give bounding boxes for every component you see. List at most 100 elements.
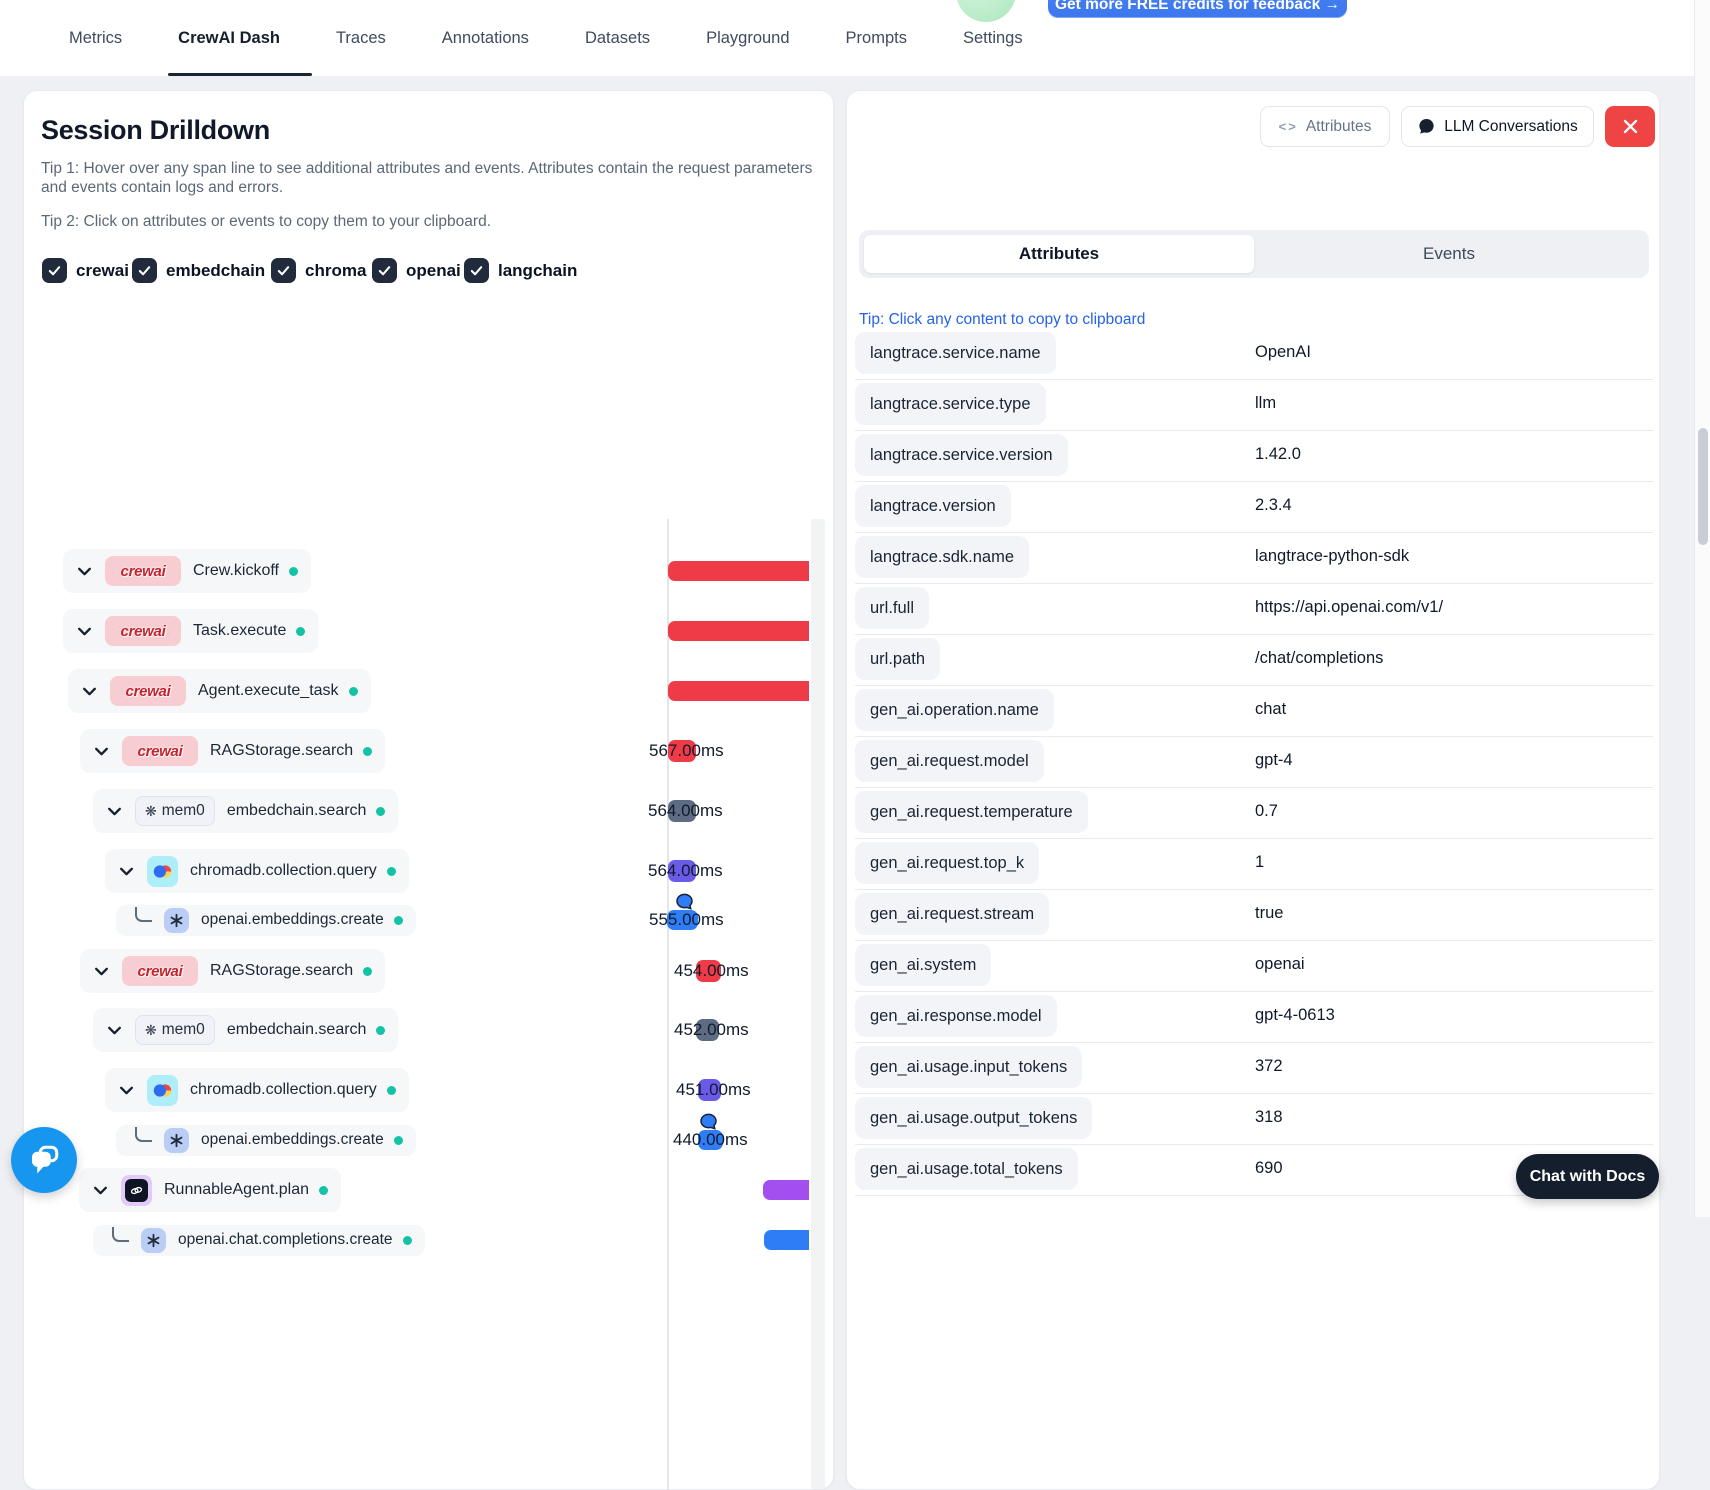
- span-duration-bar[interactable]: [668, 681, 809, 701]
- span-duration-bar[interactable]: [668, 800, 696, 822]
- attribute-value-gen_ai.system[interactable]: openai: [1255, 955, 1305, 973]
- chevron-down-icon[interactable]: [81, 683, 98, 700]
- span-duration-bar[interactable]: [764, 1230, 809, 1250]
- filter-checkbox-langchain[interactable]: langchain: [464, 258, 577, 283]
- attribute-key-gen_ai.operation.name[interactable]: gen_ai.operation.name: [855, 689, 1054, 731]
- detail-toolbar: <> Attributes LLM Conversations: [847, 106, 1659, 147]
- attribute-key-gen_ai.usage.output_tokens[interactable]: gen_ai.usage.output_tokens: [855, 1097, 1093, 1139]
- nav-tab-settings[interactable]: Settings: [962, 28, 1023, 47]
- attribute-value-gen_ai.request.model[interactable]: gpt-4: [1255, 751, 1293, 769]
- chevron-down-icon[interactable]: [118, 863, 135, 880]
- chat-with-docs-button[interactable]: Chat with Docs: [1516, 1154, 1659, 1199]
- llm-bubble-icon: [674, 892, 695, 912]
- chevron-down-icon[interactable]: [106, 1022, 123, 1039]
- attribute-key-url.full[interactable]: url.full: [855, 587, 930, 629]
- tree-scrollbar-track[interactable]: [811, 519, 825, 1489]
- close-button[interactable]: [1605, 106, 1655, 147]
- tab-events[interactable]: Events: [1423, 244, 1475, 263]
- span-row-ragstorage-search[interactable]: crewai RAGStorage.search: [80, 949, 386, 993]
- attribute-value-gen_ai.operation.name[interactable]: chat: [1255, 700, 1287, 718]
- span-duration-bar[interactable]: [696, 960, 721, 982]
- attribute-key-gen_ai.usage.total_tokens[interactable]: gen_ai.usage.total_tokens: [855, 1148, 1078, 1190]
- attribute-key-langtrace.service.name[interactable]: langtrace.service.name: [855, 332, 1056, 374]
- span-duration-bar[interactable]: [668, 621, 809, 641]
- span-duration-bar[interactable]: [698, 1130, 723, 1150]
- chevron-down-icon[interactable]: [118, 1082, 135, 1099]
- nav-tab-traces[interactable]: Traces: [335, 28, 386, 47]
- attributes-button[interactable]: <> Attributes: [1260, 106, 1390, 147]
- attribute-value-langtrace.service.name[interactable]: OpenAI: [1255, 343, 1311, 361]
- nav-tab-crewai-dash[interactable]: CrewAI Dash: [178, 28, 280, 47]
- span-duration-bar[interactable]: [668, 740, 696, 762]
- avatar[interactable]: [956, 0, 1016, 22]
- chevron-down-icon[interactable]: [76, 623, 93, 640]
- tab-attributes[interactable]: Attributes: [864, 235, 1254, 273]
- attribute-value-gen_ai.response.model[interactable]: gpt-4-0613: [1255, 1006, 1335, 1024]
- span-row-agent-execute-task[interactable]: crewai Agent.execute_task: [68, 669, 371, 713]
- span-row-task-execute[interactable]: crewai Task.execute: [63, 609, 319, 653]
- llm-conversations-button[interactable]: LLM Conversations: [1401, 106, 1594, 147]
- copy-tip-link[interactable]: Tip: Click any content to copy to clipbo…: [859, 311, 1146, 328]
- span-duration-bar[interactable]: [668, 860, 696, 882]
- attribute-key-gen_ai.request.temperature[interactable]: gen_ai.request.temperature: [855, 791, 1088, 833]
- attribute-value-url.full[interactable]: https://api.openai.com/v1/: [1255, 598, 1444, 616]
- attribute-value-gen_ai.usage.output_tokens[interactable]: 318: [1255, 1108, 1283, 1126]
- span-row-chromadb-collection-query[interactable]: chromadb.collection.query: [105, 1068, 409, 1112]
- span-row-embedchain-search[interactable]: ❋ mem0 embedchain.search: [93, 1008, 399, 1052]
- attribute-key-langtrace.version[interactable]: langtrace.version: [855, 485, 1011, 527]
- span-row-chromadb-collection-query[interactable]: chromadb.collection.query: [105, 849, 409, 893]
- attribute-value-langtrace.sdk.name[interactable]: langtrace-python-sdk: [1255, 547, 1410, 565]
- attribute-key-gen_ai.request.stream[interactable]: gen_ai.request.stream: [855, 893, 1050, 935]
- span-duration-bar[interactable]: [698, 1079, 721, 1101]
- attribute-key-langtrace.sdk.name[interactable]: langtrace.sdk.name: [855, 536, 1029, 578]
- span-row-embedchain-search[interactable]: ❋ mem0 embedchain.search: [93, 789, 399, 833]
- nav-tab-annotations[interactable]: Annotations: [441, 28, 529, 47]
- nav-tab-datasets[interactable]: Datasets: [584, 28, 651, 47]
- span-row-openai-chat-completions-create[interactable]: openai.chat.completions.create: [93, 1224, 425, 1256]
- filter-checkbox-crewai[interactable]: crewai: [42, 258, 129, 283]
- span-row-crew-kickoff[interactable]: crewai Crew.kickoff: [63, 549, 311, 593]
- span-duration-bar[interactable]: [668, 561, 809, 581]
- attribute-key-gen_ai.request.model[interactable]: gen_ai.request.model: [855, 740, 1044, 782]
- attribute-value-gen_ai.request.temperature[interactable]: 0.7: [1255, 802, 1278, 820]
- chevron-down-icon[interactable]: [93, 743, 110, 760]
- filter-checkbox-embedchain[interactable]: embedchain: [132, 258, 265, 283]
- span-label: openai.embeddings.create: [201, 1131, 384, 1148]
- span-row-ragstorage-search[interactable]: crewai RAGStorage.search: [80, 729, 386, 773]
- page-scrollbar-thumb[interactable]: [1697, 428, 1708, 545]
- page-title: Session Drilldown: [41, 115, 270, 145]
- attribute-value-url.path[interactable]: /chat/completions: [1255, 649, 1384, 667]
- nav-tab-prompts[interactable]: Prompts: [845, 28, 907, 47]
- attribute-key-gen_ai.response.model[interactable]: gen_ai.response.model: [855, 995, 1057, 1037]
- page-scrollbar[interactable]: [1694, 0, 1710, 1217]
- attribute-value-langtrace.service.type[interactable]: llm: [1255, 394, 1277, 412]
- attribute-key-langtrace.service.version[interactable]: langtrace.service.version: [855, 434, 1068, 476]
- chevron-down-icon[interactable]: [106, 803, 123, 820]
- chevron-down-icon[interactable]: [76, 563, 93, 580]
- filter-checkbox-openai[interactable]: openai: [372, 258, 461, 283]
- chevron-down-icon[interactable]: [92, 1182, 109, 1199]
- span-duration-bar[interactable]: [667, 910, 698, 930]
- attribute-value-langtrace.version[interactable]: 2.3.4: [1255, 496, 1292, 514]
- nav-tab-metrics[interactable]: Metrics: [69, 28, 123, 47]
- span-duration-bar[interactable]: [696, 1019, 719, 1041]
- attribute-key-gen_ai.system[interactable]: gen_ai.system: [855, 944, 992, 986]
- attribute-value-gen_ai.request.top_k[interactable]: 1: [1255, 853, 1265, 871]
- span-duration-bar[interactable]: [763, 1180, 809, 1200]
- span-row-openai-embeddings-create[interactable]: openai.embeddings.create: [116, 1124, 416, 1156]
- attribute-value-langtrace.service.version[interactable]: 1.42.0: [1255, 445, 1301, 463]
- attribute-key-langtrace.service.type[interactable]: langtrace.service.type: [855, 383, 1046, 425]
- attribute-key-gen_ai.request.top_k[interactable]: gen_ai.request.top_k: [855, 842, 1040, 884]
- attribute-value-gen_ai.usage.input_tokens[interactable]: 372: [1255, 1057, 1283, 1075]
- attribute-value-gen_ai.usage.total_tokens[interactable]: 690: [1255, 1159, 1283, 1177]
- span-row-openai-embeddings-create[interactable]: openai.embeddings.create: [116, 904, 416, 936]
- attribute-key-url.path[interactable]: url.path: [855, 638, 941, 680]
- chevron-down-icon[interactable]: [93, 963, 110, 980]
- free-credits-button[interactable]: Get more FREE credits for feedback →: [1048, 0, 1347, 18]
- attribute-key-gen_ai.usage.input_tokens[interactable]: gen_ai.usage.input_tokens: [855, 1046, 1083, 1088]
- filter-checkbox-chroma[interactable]: chroma: [271, 258, 366, 283]
- chat-launcher-button[interactable]: [11, 1127, 77, 1193]
- span-row-runnableagent-plan[interactable]: RunnableAgent.plan: [79, 1168, 342, 1212]
- nav-tab-playground[interactable]: Playground: [706, 28, 790, 47]
- attribute-value-gen_ai.request.stream[interactable]: true: [1255, 904, 1284, 922]
